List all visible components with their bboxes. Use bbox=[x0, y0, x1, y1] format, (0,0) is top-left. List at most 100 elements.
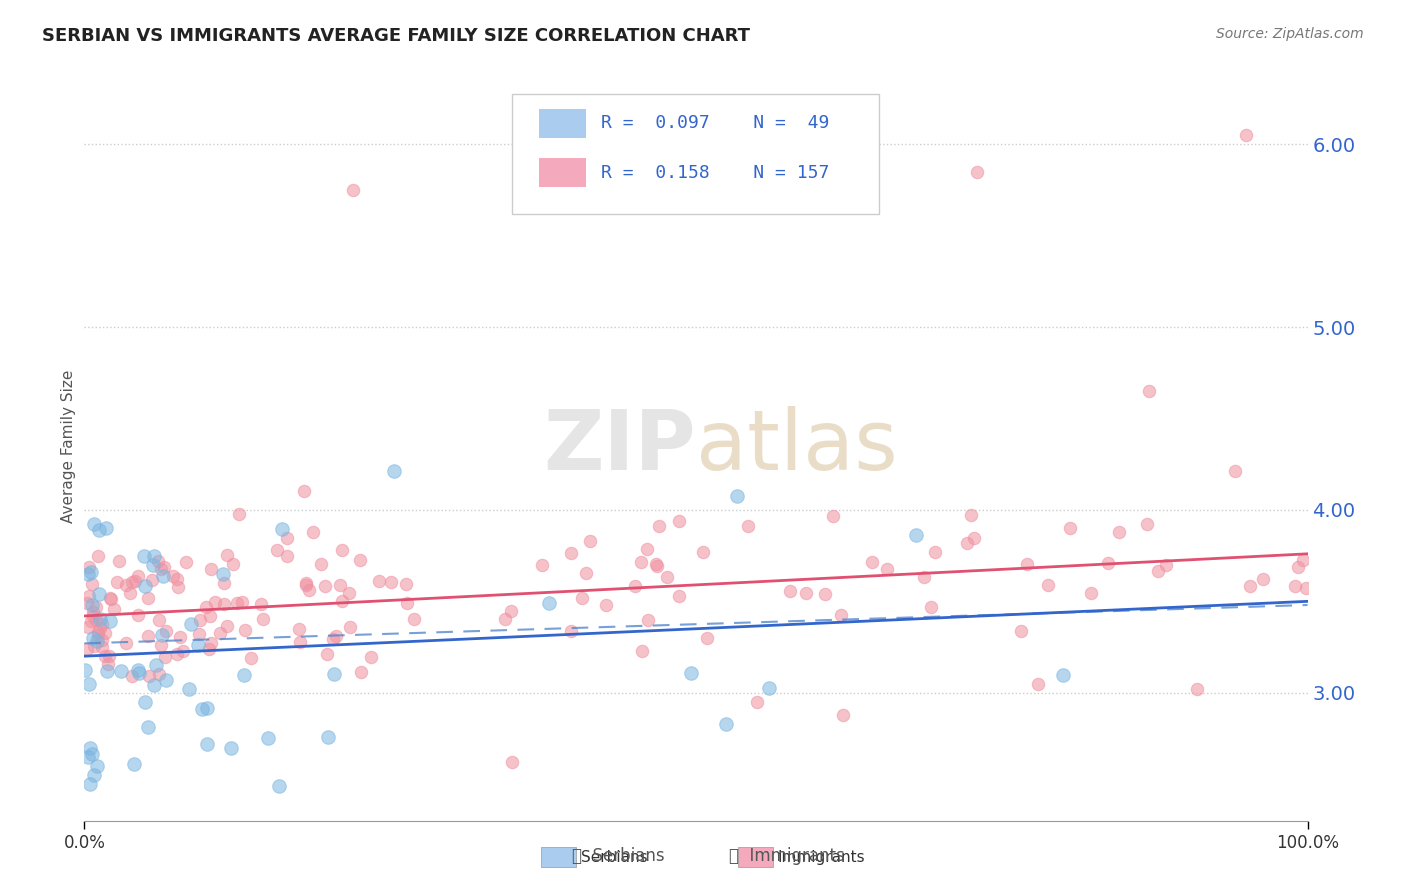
Point bbox=[143, 677, 166, 691]
Y-axis label: Average Family Size: Average Family Size bbox=[60, 369, 76, 523]
Point bbox=[89, 612, 111, 626]
Point bbox=[494, 611, 516, 625]
Point bbox=[169, 631, 191, 645]
Point bbox=[1253, 573, 1275, 587]
Bar bbox=[540, 158, 586, 187]
Text: Serbians: Serbians bbox=[581, 850, 647, 864]
Point bbox=[905, 527, 928, 541]
Point bbox=[1292, 553, 1315, 567]
Point bbox=[1236, 128, 1258, 143]
Text: Immigrants: Immigrants bbox=[778, 850, 865, 864]
Point bbox=[195, 700, 218, 714]
Point bbox=[233, 668, 256, 682]
Point bbox=[172, 644, 194, 658]
Point bbox=[288, 622, 311, 636]
Point bbox=[152, 569, 174, 583]
Point bbox=[595, 598, 617, 612]
Point bbox=[187, 639, 209, 653]
Point bbox=[212, 575, 235, 590]
Point bbox=[384, 464, 406, 478]
Point bbox=[83, 516, 105, 531]
Point bbox=[368, 574, 391, 589]
Bar bbox=[540, 109, 586, 138]
Point bbox=[325, 629, 347, 643]
Point bbox=[148, 553, 170, 567]
Point bbox=[94, 648, 117, 663]
Point bbox=[276, 531, 298, 545]
Point bbox=[91, 633, 114, 648]
Point bbox=[270, 522, 292, 536]
Text: R =  0.097    N =  49: R = 0.097 N = 49 bbox=[600, 114, 830, 132]
Point bbox=[309, 557, 332, 571]
Point bbox=[315, 648, 337, 662]
Point bbox=[330, 594, 353, 608]
Point bbox=[1017, 558, 1039, 572]
Point bbox=[212, 598, 235, 612]
Point bbox=[725, 489, 748, 503]
Point bbox=[73, 663, 96, 677]
Point bbox=[105, 574, 128, 589]
Point bbox=[295, 577, 318, 591]
Point bbox=[276, 549, 298, 563]
Point bbox=[136, 629, 159, 643]
Point bbox=[579, 533, 602, 548]
Point bbox=[337, 586, 360, 600]
Text: R =  0.158    N = 157: R = 0.158 N = 157 bbox=[600, 163, 830, 182]
Point bbox=[530, 558, 553, 572]
Point bbox=[215, 619, 238, 633]
Point bbox=[87, 625, 110, 640]
Point bbox=[1154, 558, 1177, 573]
Point bbox=[1137, 384, 1160, 399]
Text: ⬛  Immigrants: ⬛ Immigrants bbox=[730, 847, 845, 864]
Point bbox=[91, 640, 114, 655]
Point bbox=[301, 525, 323, 540]
Point bbox=[560, 624, 582, 638]
Point bbox=[93, 625, 115, 640]
Point bbox=[98, 591, 121, 605]
Point bbox=[100, 614, 122, 628]
Point bbox=[322, 632, 344, 647]
Point bbox=[655, 570, 678, 584]
Point bbox=[195, 737, 218, 751]
Point bbox=[80, 565, 103, 579]
Point bbox=[138, 669, 160, 683]
Point bbox=[924, 544, 946, 558]
Point bbox=[668, 514, 690, 528]
Point bbox=[394, 577, 416, 591]
Point bbox=[84, 599, 107, 614]
Point bbox=[779, 584, 801, 599]
Point bbox=[162, 569, 184, 583]
Point bbox=[920, 599, 942, 614]
Point bbox=[1028, 676, 1050, 690]
Point bbox=[648, 518, 671, 533]
Point bbox=[166, 572, 188, 586]
Point bbox=[76, 620, 98, 634]
Point bbox=[79, 777, 101, 791]
Point bbox=[94, 521, 117, 535]
Point bbox=[80, 577, 103, 591]
Point bbox=[200, 636, 222, 650]
Point bbox=[814, 587, 837, 601]
Point bbox=[696, 631, 718, 645]
Point bbox=[956, 535, 979, 549]
Point bbox=[360, 650, 382, 665]
Point bbox=[831, 707, 853, 722]
Point bbox=[124, 574, 146, 588]
Text: SERBIAN VS IMMIGRANTS AVERAGE FAMILY SIZE CORRELATION CHART: SERBIAN VS IMMIGRANTS AVERAGE FAMILY SIZ… bbox=[42, 27, 751, 45]
Point bbox=[76, 596, 98, 610]
Point bbox=[1295, 581, 1317, 595]
Point bbox=[155, 624, 177, 638]
Point bbox=[219, 740, 242, 755]
Point bbox=[1223, 464, 1246, 478]
Point bbox=[150, 562, 173, 576]
Point bbox=[155, 650, 177, 665]
Text: Source: ZipAtlas.com: Source: ZipAtlas.com bbox=[1216, 27, 1364, 41]
Point bbox=[86, 759, 108, 773]
Point bbox=[108, 554, 131, 568]
Point bbox=[538, 596, 561, 610]
Point bbox=[215, 548, 238, 562]
Point bbox=[292, 483, 315, 498]
Point bbox=[179, 681, 201, 696]
Point bbox=[208, 625, 231, 640]
Point bbox=[150, 628, 173, 642]
